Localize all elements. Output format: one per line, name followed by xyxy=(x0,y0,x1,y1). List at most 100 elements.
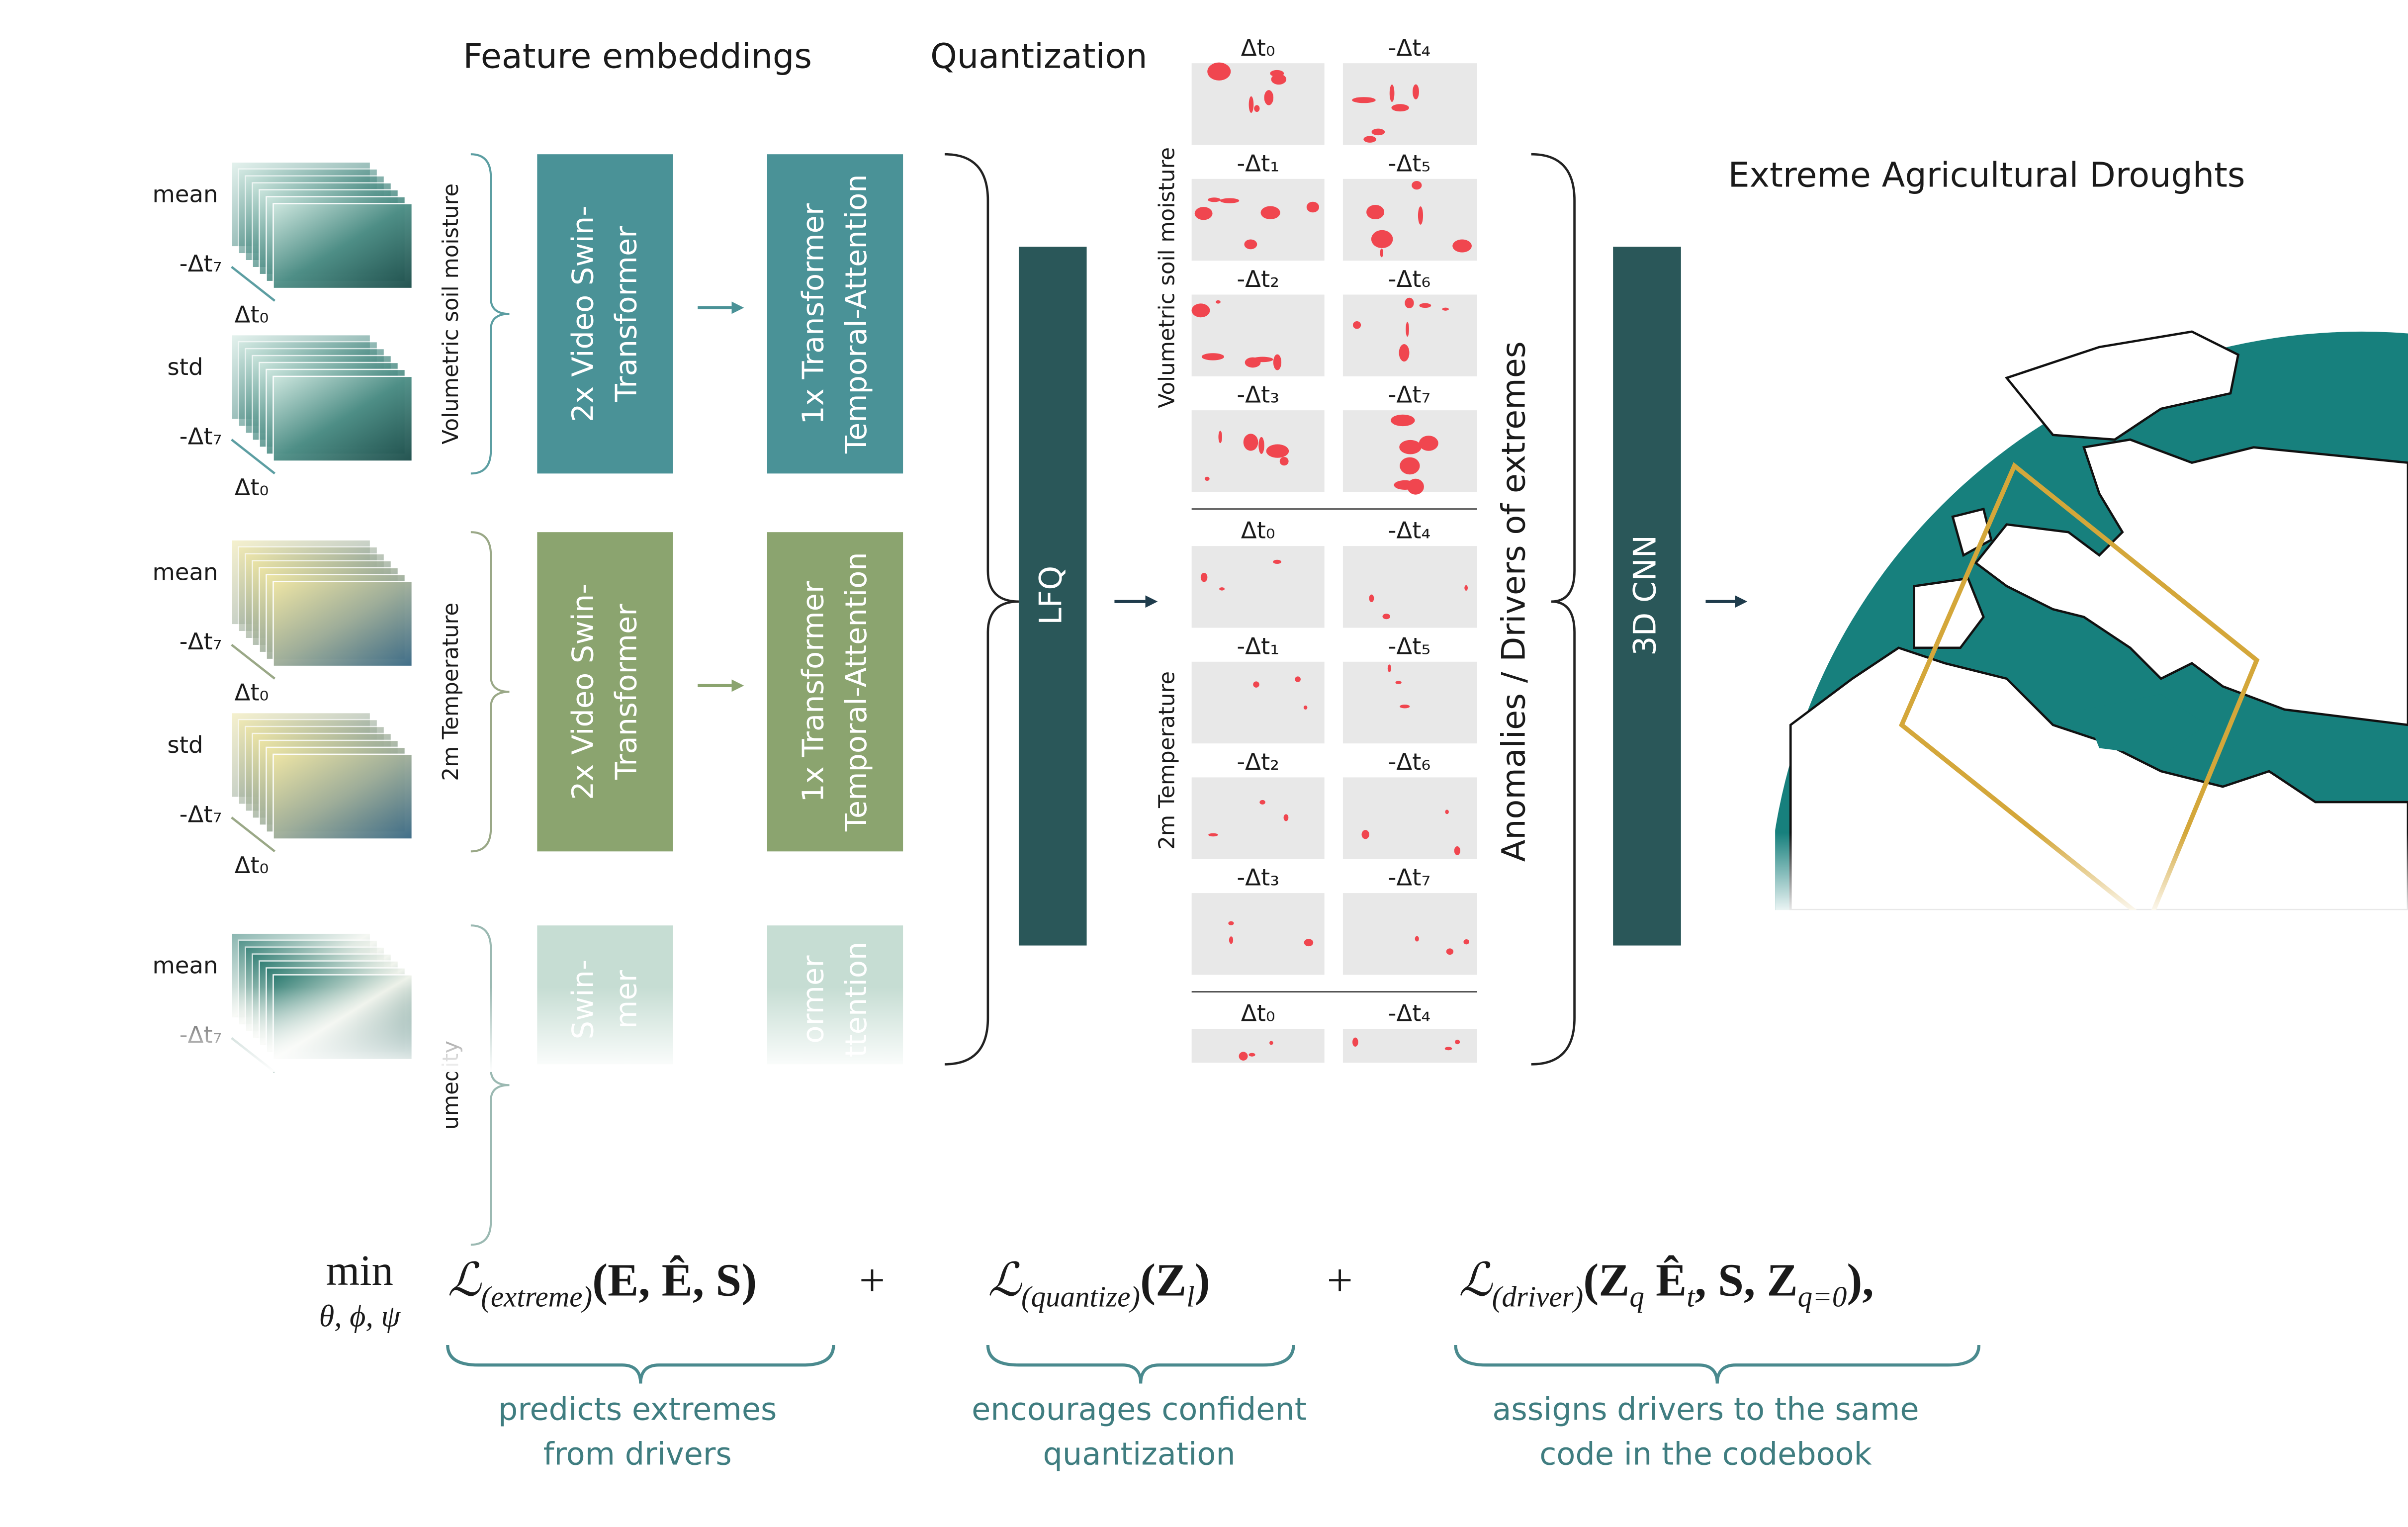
anomaly-spot xyxy=(1361,830,1369,839)
args-subscript: t xyxy=(1687,1280,1695,1313)
anomaly-spot xyxy=(1452,239,1472,253)
block-lfq xyxy=(1018,247,1087,946)
anomaly-map xyxy=(1342,893,1477,975)
anomaly-spot xyxy=(1269,1041,1273,1045)
label: 2x Video Swin- xyxy=(566,583,600,800)
block-temporal xyxy=(767,154,903,474)
anomaly-spot xyxy=(1200,572,1208,582)
label: predicts extremes xyxy=(498,1391,777,1427)
label: Δt₀ xyxy=(1241,34,1275,61)
anomaly-map xyxy=(1191,1029,1325,1063)
label: -Δt₁ xyxy=(1237,632,1279,659)
label: -Δt₆ xyxy=(1388,266,1431,292)
anomaly-spot xyxy=(1303,705,1308,710)
anomaly-spot xyxy=(1283,814,1289,821)
input-frame xyxy=(272,203,413,289)
label: Quantization xyxy=(930,37,1147,76)
operator: + xyxy=(1327,1255,1353,1306)
label: Δt₀ xyxy=(235,679,269,706)
label: Temporal-Attention xyxy=(839,552,873,832)
anomaly-spot xyxy=(1454,846,1460,855)
anomaly-spot xyxy=(1463,939,1469,945)
label: std xyxy=(168,731,203,758)
label: 2x Video Swin- xyxy=(566,205,600,422)
loss-args: (E, Ê, S) xyxy=(592,1255,757,1306)
anomaly-spot xyxy=(1371,128,1385,136)
anomaly-spot xyxy=(1259,800,1265,805)
anomaly-map xyxy=(1342,777,1477,859)
loss-symbol: ℒ xyxy=(1459,1255,1493,1306)
anomaly-spot xyxy=(1464,585,1468,591)
anomaly-spot xyxy=(1243,434,1258,451)
anomaly-spot xyxy=(1264,90,1274,105)
brace xyxy=(470,924,510,1246)
anomaly-spot xyxy=(1405,297,1414,309)
label: -Δt₇ xyxy=(179,250,222,277)
anomaly-spot xyxy=(1412,181,1422,190)
label: -Δt₂ xyxy=(1237,748,1279,775)
label: mean xyxy=(153,952,218,979)
arrow-head xyxy=(731,679,744,692)
loss-args: ) xyxy=(1195,1255,1210,1306)
input-frame xyxy=(272,753,413,840)
anomaly-map xyxy=(1342,661,1477,744)
anomaly-spot xyxy=(1406,322,1409,337)
loss-args: (Z xyxy=(1140,1255,1186,1306)
label: 2m Temperature xyxy=(1155,671,1180,850)
arrow-head xyxy=(1145,595,1158,608)
anomaly-spot xyxy=(1229,936,1234,944)
label: Δt₀ xyxy=(1241,1000,1275,1027)
time-arrow xyxy=(231,439,276,475)
anomaly-spot xyxy=(1382,614,1390,620)
label: -Δt₂ xyxy=(1237,266,1279,292)
anomaly-map xyxy=(1342,63,1477,145)
args-subscript: l xyxy=(1186,1280,1194,1313)
anomaly-map xyxy=(1191,410,1325,492)
loss-term: ℒ(driver)(Zq Êt, S, Zq=0), xyxy=(1459,1255,1874,1313)
anomaly-map xyxy=(1191,179,1325,261)
anomaly-spot xyxy=(1191,303,1210,318)
caption-brace xyxy=(1454,1345,1981,1384)
anomaly-spot xyxy=(1304,939,1314,947)
anomaly-spot xyxy=(1389,85,1395,102)
label: from drivers xyxy=(543,1436,732,1472)
label: mean xyxy=(153,558,218,585)
label: Extreme Agricultural Droughts xyxy=(1728,156,2245,195)
anomaly-spot xyxy=(1419,303,1431,308)
land xyxy=(1974,438,2408,726)
fade xyxy=(1775,833,2408,918)
anomaly-spot xyxy=(1279,456,1289,466)
label: Temporal-Attention xyxy=(839,174,873,454)
operator: + xyxy=(859,1255,886,1306)
label: -Δt₃ xyxy=(1237,864,1279,891)
label: code in the codebook xyxy=(1539,1436,1872,1472)
anomaly-map xyxy=(1191,546,1325,628)
anomaly-spot xyxy=(1218,431,1222,444)
label: mean xyxy=(153,180,218,207)
label: Volumetric soil moisture xyxy=(439,183,463,445)
arrow-head xyxy=(731,301,744,314)
loss-subscript: (driver) xyxy=(1492,1280,1583,1313)
anomaly-spot xyxy=(1352,1037,1358,1047)
anomaly-spot xyxy=(1446,948,1454,955)
label: Δt₀ xyxy=(1241,517,1275,544)
anomaly-spot xyxy=(1219,587,1225,591)
label: 3D CNN xyxy=(1627,535,1663,656)
region-box xyxy=(1899,462,2260,910)
label: -Δt₅ xyxy=(1388,632,1431,659)
label: std xyxy=(168,354,203,380)
brace xyxy=(1531,153,1576,1066)
land xyxy=(2004,330,2240,441)
fade xyxy=(139,987,926,1072)
label: -Δt₇ xyxy=(179,801,222,827)
anomaly-spot xyxy=(1366,204,1385,220)
loss-term: ℒ(quantize)(Zl) xyxy=(988,1255,1210,1313)
loss-symbol: ℒ xyxy=(988,1255,1022,1306)
anomaly-spot xyxy=(1208,833,1218,837)
label: encourages confident xyxy=(972,1391,1307,1427)
label: -Δt₄ xyxy=(1388,517,1431,544)
label: quantization xyxy=(1043,1436,1235,1472)
anomaly-map xyxy=(1191,893,1325,975)
anomaly-spot xyxy=(1419,436,1438,451)
label: -Δt₃ xyxy=(1237,381,1279,408)
